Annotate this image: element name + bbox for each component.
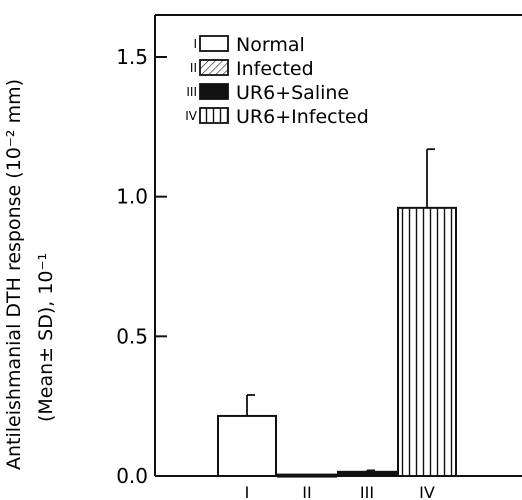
y-axis-label: Antileishmanial DTH response (10⁻² mm): [3, 79, 25, 470]
category-labels: I II III IV: [245, 483, 435, 500]
category-label: II: [302, 483, 311, 500]
bar: [217, 414, 277, 477]
bar: [397, 206, 457, 477]
legend-swatch: [199, 83, 229, 100]
legend-numeral: I: [193, 37, 197, 51]
legend-numeral: III: [186, 85, 197, 99]
legend-swatch: [199, 107, 229, 124]
legend-label: Normal: [236, 34, 305, 56]
y-tick-label: 1.5: [116, 45, 148, 69]
y-tick-label: 0.5: [116, 324, 148, 348]
legend-numeral: IV: [185, 109, 198, 123]
bar: [337, 470, 397, 477]
category-label: IV: [419, 483, 435, 500]
category-label: I: [245, 483, 250, 500]
legend-label: Infected: [236, 58, 314, 80]
legend-swatch: [199, 59, 229, 76]
category-label: III: [360, 483, 374, 500]
y-ticks: 0.0 0.5 1.0 1.5: [116, 45, 167, 488]
legend-label: UR6+Infected: [236, 106, 369, 128]
legend-label: UR6+Saline: [236, 82, 349, 104]
bars: [217, 148, 457, 478]
bar: [277, 473, 337, 478]
y-tick-label: 1.0: [116, 185, 148, 209]
y-axis-label-secondary: (Mean± SD), 10⁻¹: [35, 253, 57, 422]
legend: I Normal II Infected III UR6+Saline IV UR6+Infe…: [185, 34, 369, 128]
legend-swatch: [199, 35, 229, 52]
y-tick-label: 0.0: [116, 464, 148, 488]
legend-numeral: II: [190, 61, 197, 75]
